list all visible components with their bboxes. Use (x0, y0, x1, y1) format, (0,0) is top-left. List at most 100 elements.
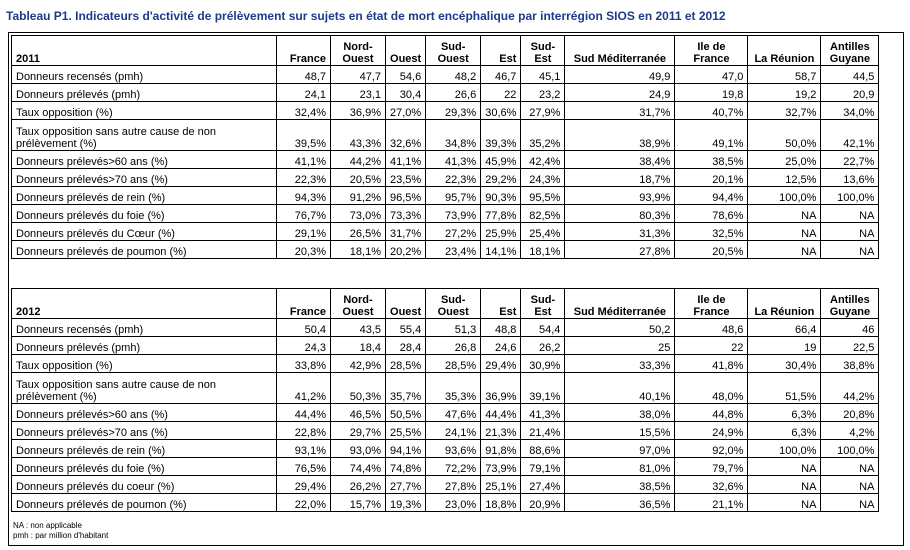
table-cell: 28,4 (384, 336, 427, 355)
table-cell: 24,3% (520, 168, 566, 187)
row-label: Taux opposition sans autre cause de non … (11, 119, 277, 151)
table-cell: 23,0% (425, 493, 482, 512)
table-row: Donneurs prélevés de rein (%) 94,3% 91,2% 9… (11, 186, 880, 205)
table-cell: 72,2% (425, 457, 482, 476)
table-cell: 6,3% (747, 421, 822, 440)
table-cell: 91,2% (330, 186, 386, 205)
table-cell: 44,4% (480, 403, 522, 422)
table-frame (8, 32, 904, 546)
table-cell: 50,3% (330, 372, 386, 404)
table-cell: 22,5 (820, 336, 880, 355)
table-cell: 95,5% (520, 186, 566, 205)
table-cell: 95,7% (425, 186, 482, 205)
table-cell: 22,0% (276, 493, 331, 512)
header-row: 2011 France Nord-Ouest Ouest Sud-Ouest Est Sud… (11, 35, 880, 66)
table-cell: 80,3% (564, 204, 676, 223)
header-row: 2012 France Nord-Ouest Ouest Sud-Ouest Est Sud… (11, 288, 880, 319)
table-cell: 44,2% (330, 150, 386, 169)
table-cell: 92,0% (674, 439, 749, 458)
table-cell: 76,7% (276, 204, 331, 223)
table-cell: 27,4% (520, 475, 566, 494)
footnote-pmh: pmh : par million d'habitant (13, 531, 109, 540)
table-2011: 2011 France Nord-Ouest Ouest Sud-Ouest Est Sud… (11, 35, 880, 259)
table-cell: 97,0% (564, 439, 676, 458)
column-header: Sud-Ouest (425, 35, 482, 66)
table-cell: 29,3% (425, 101, 482, 120)
table-cell: 4,2% (820, 421, 880, 440)
table-cell: 38,5% (564, 475, 676, 494)
table-cell: 41,3% (425, 150, 482, 169)
column-header: Nord-Ouest (330, 288, 386, 319)
table-cell: 18,1% (330, 240, 386, 259)
table-cell: 44,5 (820, 65, 880, 84)
table-cell: 26,8 (425, 336, 482, 355)
table-cell: 78,6% (674, 204, 749, 223)
table-cell: 74,8% (384, 457, 427, 476)
table-cell: 44,8% (674, 403, 749, 422)
table-cell: 25,5% (384, 421, 427, 440)
column-header: Est (480, 288, 522, 319)
table-row: Donneurs prélevés>70 ans (%) 22,8% 29,7% 25… (11, 421, 880, 440)
table-cell: 50,2 (564, 318, 676, 337)
table-cell: 46,7 (480, 65, 522, 84)
table-cell: 51,3 (425, 318, 482, 337)
table-cell: 88,6% (520, 439, 566, 458)
table-cell: 44,4% (276, 403, 331, 422)
table-cell: 6,3% (747, 403, 822, 422)
table-cell: 27,8% (564, 240, 676, 259)
table-cell: 18,4 (330, 336, 386, 355)
table-title: Tableau P1. Indicateurs d'activité de pr… (6, 9, 726, 23)
table-cell: 30,4% (747, 354, 822, 373)
column-header: Ouest (384, 35, 427, 66)
table-row: Donneurs prélevés de rein (%) 93,1% 93,0% 9… (11, 439, 880, 458)
table-cell: 25,1% (480, 475, 522, 494)
column-header: France (276, 35, 331, 66)
table-cell: 73,3% (384, 204, 427, 223)
table-cell: NA (747, 240, 822, 259)
column-header: La Réunion (747, 288, 822, 319)
table-cell: 66,4 (747, 318, 822, 337)
table-cell: 46 (820, 318, 880, 337)
table-cell: 25,9% (480, 222, 522, 241)
row-label: Taux opposition (%) (11, 101, 277, 120)
table-cell: 55,4 (384, 318, 427, 337)
table-cell: NA (747, 493, 822, 512)
table-cell: 35,3% (425, 372, 482, 404)
table-cell: 15,7% (330, 493, 386, 512)
table-cell: 20,5% (674, 240, 749, 259)
table-cell: 74,4% (330, 457, 386, 476)
table-cell: 36,5% (564, 493, 676, 512)
table-cell: 32,7% (747, 101, 822, 120)
row-label: Donneurs prélevés>60 ans (%) (11, 150, 277, 169)
row-label: Donneurs prélevés (pmh) (11, 83, 277, 102)
table-cell: 40,7% (674, 101, 749, 120)
column-header: Nord-Ouest (330, 35, 386, 66)
table-cell: 23,4% (425, 240, 482, 259)
table-cell: 77,8% (480, 204, 522, 223)
table-cell: 82,5% (520, 204, 566, 223)
table-cell: 33,3% (564, 354, 676, 373)
table-cell: 48,8 (480, 318, 522, 337)
table-cell: 43,5 (330, 318, 386, 337)
table-cell: NA (747, 204, 822, 223)
table-cell: 28,5% (425, 354, 482, 373)
table-cell: 41,8% (674, 354, 749, 373)
table-row: Taux opposition sans autre cause de non … (11, 119, 880, 151)
table-cell: 22 (674, 336, 749, 355)
table-cell: 93,0% (330, 439, 386, 458)
column-header: Sud-Est (520, 35, 566, 66)
table-cell: 22,3% (276, 168, 331, 187)
table-cell: 76,5% (276, 457, 331, 476)
column-header: Sud-Ouest (425, 288, 482, 319)
footnote-na: NA : non applicable (13, 521, 82, 530)
row-label: Donneurs recensés (pmh) (11, 65, 277, 84)
table-cell: 32,6% (674, 475, 749, 494)
table-cell: 21,1% (674, 493, 749, 512)
table-cell: 30,4 (384, 83, 427, 102)
table-cell: 38,8% (820, 354, 880, 373)
table-row: Donneurs prélevés du coeur (%) 29,4% 26,2%… (11, 475, 880, 494)
table-cell: 25,4% (520, 222, 566, 241)
row-label: Donneurs prélevés>60 ans (%) (11, 403, 277, 422)
table-cell: 23,5% (384, 168, 427, 187)
table-cell: 29,7% (330, 421, 386, 440)
